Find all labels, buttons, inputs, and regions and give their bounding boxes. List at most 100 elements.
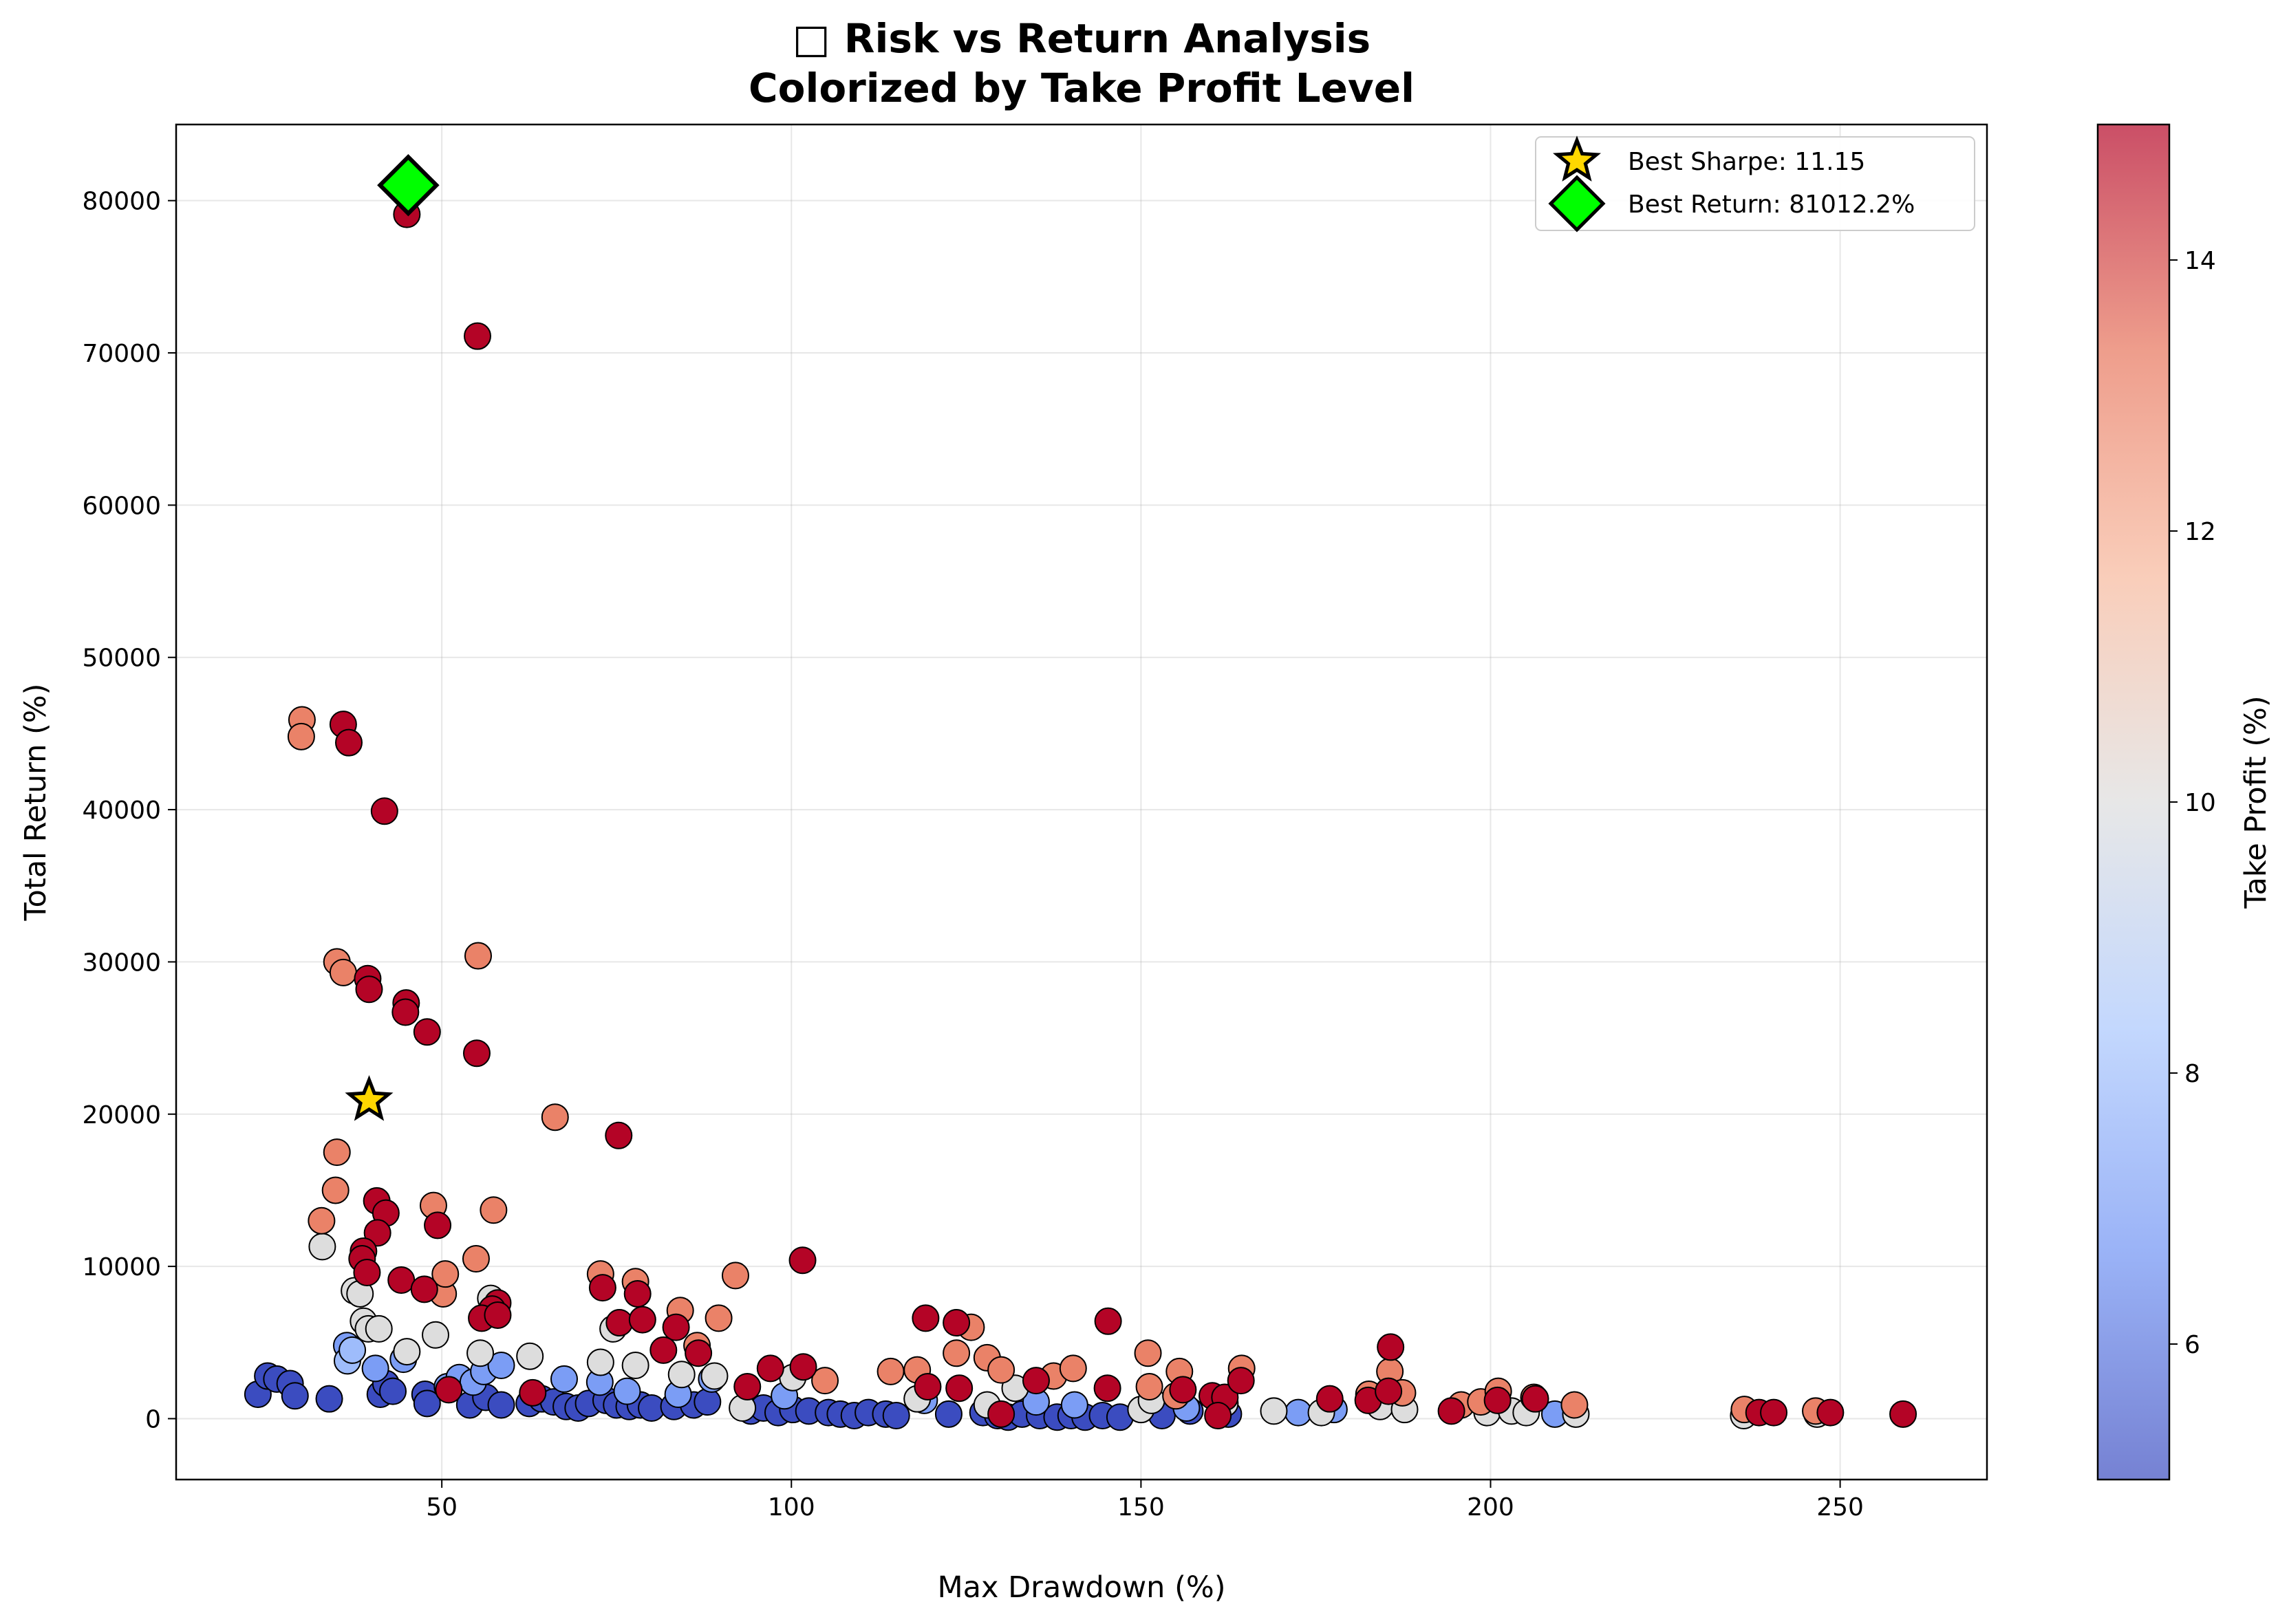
- data-point: [1204, 1402, 1232, 1430]
- data-point: [1169, 1376, 1197, 1404]
- best-sharpe-legend-star-icon: [1552, 136, 1602, 182]
- data-point: [945, 1374, 974, 1403]
- data-point: [464, 942, 493, 970]
- colorbar-ticks: 6 8 10 12 14: [2169, 247, 2216, 1359]
- data-point: [413, 1389, 441, 1418]
- data-point: [393, 1338, 421, 1366]
- x-axis-ticks: 50 100 150 200 250: [426, 1480, 1864, 1522]
- colorbar-tick-label: 8: [2184, 1060, 2200, 1088]
- data-point: [588, 1274, 616, 1302]
- data-point: [586, 1348, 614, 1376]
- data-point: [435, 1376, 463, 1404]
- data-point: [370, 797, 398, 825]
- chart-title-line2: Colorized by Take Profit Level: [749, 65, 1415, 111]
- y-tick-label: 80000: [82, 188, 161, 216]
- colorbar-tick-label: 10: [2184, 789, 2216, 817]
- data-point: [1093, 1374, 1121, 1403]
- colorbar-label: Take Profit (%): [2239, 695, 2273, 909]
- data-point: [338, 1336, 367, 1364]
- legend-box: [1535, 136, 1975, 231]
- data-point: [789, 1353, 817, 1381]
- data-point: [353, 1258, 381, 1286]
- data-point: [323, 1138, 351, 1167]
- data-point: [516, 1342, 544, 1370]
- data-point: [667, 1361, 696, 1389]
- x-tick-label: 100: [768, 1493, 815, 1522]
- data-point: [649, 1336, 678, 1364]
- chart-title-line1: □ Risk vs Return Analysis: [793, 15, 1371, 62]
- data-point: [685, 1339, 713, 1367]
- y-tick-label: 30000: [82, 949, 161, 977]
- data-point: [365, 1314, 393, 1343]
- data-point: [379, 1377, 407, 1405]
- data-point: [308, 1233, 336, 1261]
- x-tick-label: 50: [426, 1493, 458, 1522]
- data-point: [1437, 1397, 1465, 1425]
- data-point: [613, 1377, 641, 1405]
- x-tick-label: 150: [1117, 1493, 1165, 1522]
- colorbar: 6 8 10 12 14: [2096, 123, 2216, 1481]
- data-point: [1060, 1391, 1088, 1419]
- data-point: [882, 1402, 910, 1430]
- data-point: [623, 1279, 652, 1308]
- data-point: [1889, 1400, 1917, 1428]
- data-point: [721, 1262, 749, 1290]
- colorbar-gradient: [2098, 124, 2169, 1480]
- data-point: [914, 1372, 942, 1400]
- highlight-markers: [345, 154, 440, 1121]
- y-tick-label: 50000: [82, 645, 161, 673]
- x-tick-label: 200: [1467, 1493, 1514, 1522]
- data-point: [315, 1385, 343, 1413]
- data-point: [462, 1039, 491, 1068]
- legend: Best Sharpe: 11.15 Best Return: 81012.2%: [1535, 136, 1975, 232]
- colorbar-tick-label: 12: [2184, 518, 2216, 546]
- y-tick-label: 70000: [82, 340, 161, 368]
- data-point: [462, 1245, 490, 1273]
- data-point: [1135, 1372, 1163, 1400]
- data-point: [605, 1121, 633, 1149]
- data-point: [466, 1339, 495, 1367]
- data-point: [1377, 1333, 1405, 1361]
- legend-label-best-return: Best Return: 81012.2%: [1628, 191, 1915, 219]
- data-point: [1260, 1397, 1288, 1425]
- data-point: [705, 1304, 733, 1332]
- data-point: [1521, 1385, 1549, 1413]
- data-point: [484, 1301, 512, 1329]
- data-point: [788, 1246, 817, 1275]
- data-point: [387, 1266, 416, 1295]
- data-point: [391, 998, 420, 1026]
- data-point: [487, 1351, 515, 1379]
- y-tick-label: 60000: [82, 492, 161, 520]
- data-point: [987, 1400, 1015, 1428]
- data-point: [541, 1103, 569, 1132]
- y-tick-label: 20000: [82, 1101, 161, 1129]
- data-point: [463, 322, 491, 350]
- data-point: [934, 1400, 963, 1428]
- data-point: [329, 958, 357, 986]
- data-point: [628, 1306, 656, 1334]
- data-point: [487, 1391, 515, 1419]
- best-sharpe-star-marker: [345, 1074, 394, 1121]
- data-point: [287, 722, 315, 750]
- legend-label-best-sharpe: Best Sharpe: 11.15: [1628, 148, 1865, 176]
- plot-frame: [175, 123, 1988, 1481]
- data-point: [1375, 1377, 1403, 1405]
- data-point: [1560, 1391, 1589, 1419]
- data-point: [1483, 1386, 1512, 1414]
- data-point: [519, 1378, 547, 1407]
- y-tick-label: 0: [145, 1405, 161, 1433]
- data-point: [912, 1304, 940, 1332]
- data-point: [424, 1211, 452, 1239]
- y-axis-label: Total Return (%): [19, 684, 53, 922]
- data-point: [1760, 1398, 1788, 1427]
- data-point: [321, 1176, 350, 1204]
- data-point: [363, 1219, 391, 1247]
- data-point: [550, 1365, 578, 1393]
- data-point: [756, 1354, 784, 1383]
- y-axis-ticks: 0 10000 20000 30000 40000 50000 60000 70000 8000…: [82, 188, 176, 1433]
- best-return-diamond-marker: [377, 154, 440, 217]
- data-point: [431, 1260, 460, 1288]
- data-point: [1315, 1385, 1344, 1413]
- data-point: [422, 1321, 450, 1349]
